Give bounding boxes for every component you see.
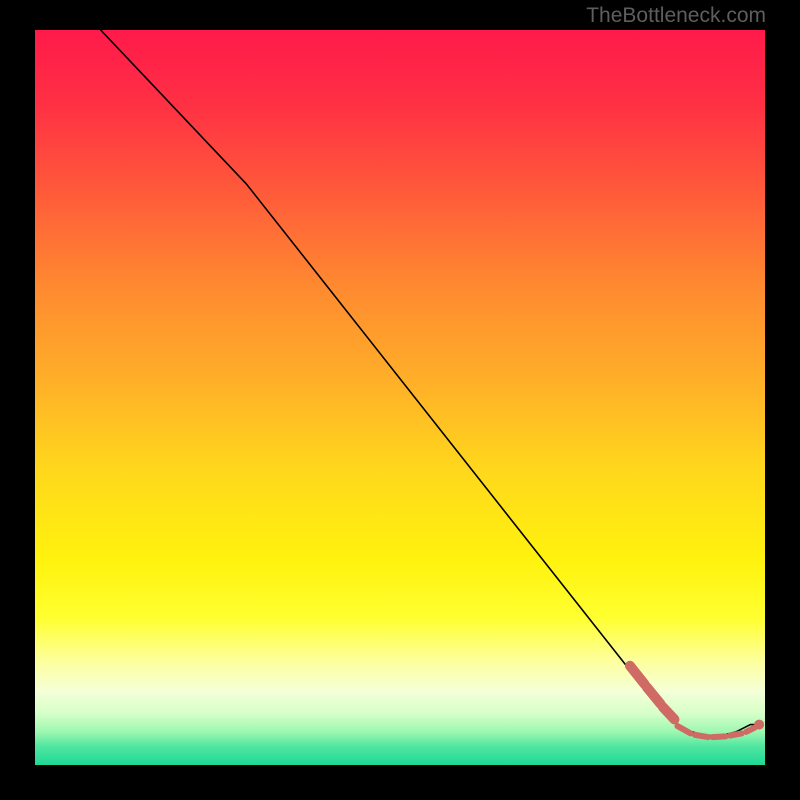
chart-svg bbox=[0, 0, 800, 800]
marker-dash bbox=[695, 735, 708, 737]
marker-end-dot bbox=[754, 720, 764, 730]
watermark-text: TheBottleneck.com bbox=[586, 4, 766, 28]
marker-dash bbox=[746, 728, 755, 732]
chart-stage: TheBottleneck.com bbox=[0, 0, 800, 800]
marker-dash bbox=[730, 733, 742, 735]
marker-dash bbox=[712, 736, 725, 737]
plot-background bbox=[35, 30, 765, 765]
